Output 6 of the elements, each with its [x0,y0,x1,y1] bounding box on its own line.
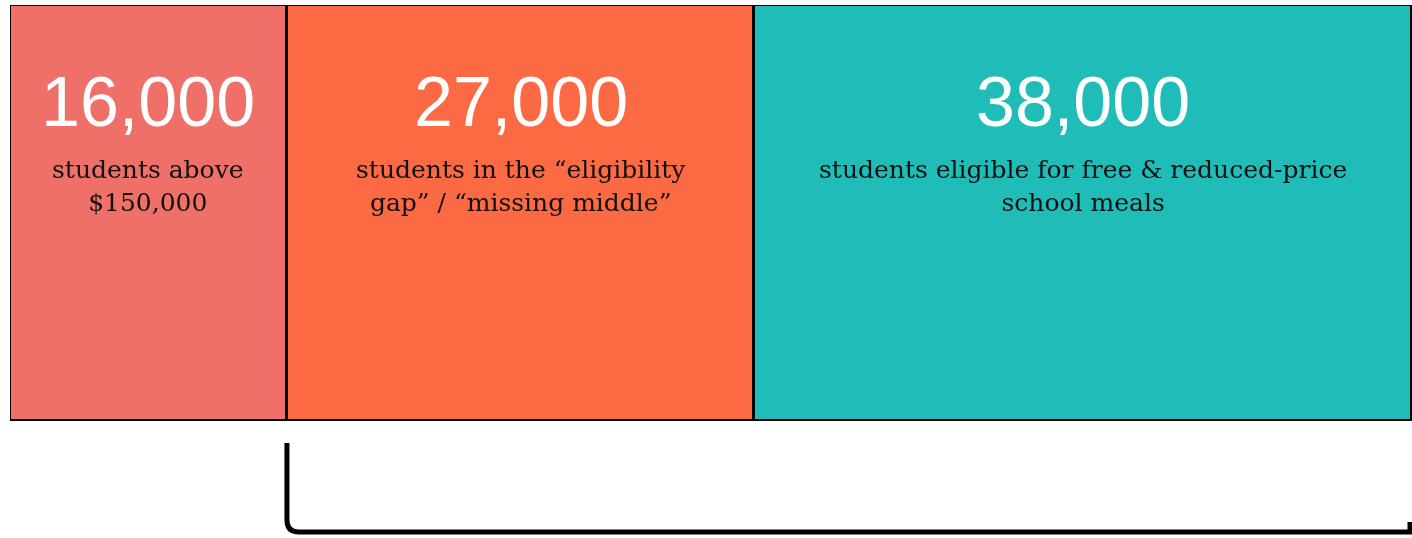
data-label: 38,000 [976,63,1191,141]
series-label: students in the “eligibility gap” / “missing middle” [356,155,687,217]
data-label: 27,000 [414,63,629,141]
series-label: students above $150,000 [52,155,244,217]
series-label: students eligible for free & reduced-price school meals [819,155,1348,217]
data-label: 16,000 [41,63,256,141]
